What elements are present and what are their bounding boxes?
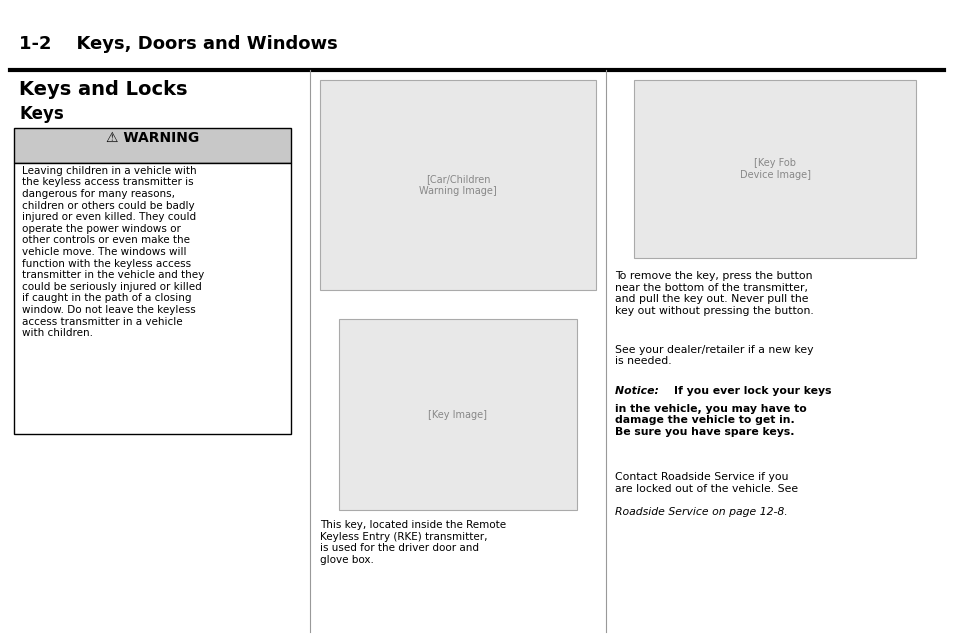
Text: If you ever lock your keys: If you ever lock your keys	[674, 386, 831, 396]
Text: Leaving children in a vehicle with
the keyless access transmitter is
dangerous f: Leaving children in a vehicle with the k…	[22, 166, 204, 338]
Text: 1-2    Keys, Doors and Windows: 1-2 Keys, Doors and Windows	[19, 35, 337, 53]
FancyBboxPatch shape	[634, 80, 915, 258]
FancyBboxPatch shape	[319, 80, 596, 290]
Text: This key, located inside the Remote
Keyless Entry (RKE) transmitter,
is used for: This key, located inside the Remote Keyl…	[319, 520, 505, 565]
Text: in the vehicle, you may have to
damage the vehicle to get in.
Be sure you have s: in the vehicle, you may have to damage t…	[615, 404, 806, 437]
FancyBboxPatch shape	[14, 128, 291, 163]
Text: Keys and Locks: Keys and Locks	[19, 80, 188, 99]
Text: ⚠ WARNING: ⚠ WARNING	[106, 131, 199, 145]
Text: See your dealer/retailer if a new key
is needed.: See your dealer/retailer if a new key is…	[615, 345, 813, 366]
Text: To remove the key, press the button
near the bottom of the transmitter,
and pull: To remove the key, press the button near…	[615, 271, 813, 316]
FancyBboxPatch shape	[338, 319, 577, 510]
Text: [Key Fob
Device Image]: [Key Fob Device Image]	[739, 158, 810, 180]
FancyBboxPatch shape	[14, 163, 291, 434]
Text: Notice:: Notice:	[615, 386, 666, 396]
Text: [Car/Children
Warning Image]: [Car/Children Warning Image]	[418, 174, 497, 196]
Text: Contact Roadside Service if you
are locked out of the vehicle. See: Contact Roadside Service if you are lock…	[615, 472, 798, 505]
Text: Keys: Keys	[19, 105, 64, 123]
Text: [Key Image]: [Key Image]	[428, 410, 487, 420]
Text: Roadside Service on page 12-8.: Roadside Service on page 12-8.	[615, 507, 787, 517]
